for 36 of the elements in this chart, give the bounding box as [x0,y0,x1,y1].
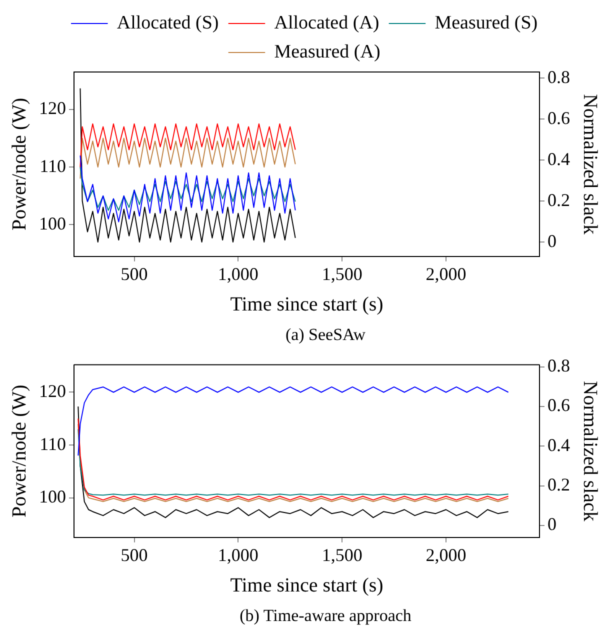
y-tick-label: 120 [39,98,66,118]
y2-tick-label: 0.8 [548,356,570,376]
y2-tick-label: 0.6 [548,108,570,128]
y2-axis-title: Normalized slack [578,94,601,234]
y2-tick-label: 0 [548,514,556,534]
y-tick-label: 100 [39,213,66,234]
x-axis-title: Time since start (s) [230,574,384,596]
y2-axis-title: Normalized slack [578,380,601,522]
y-axis-title: Power/node (W) [8,384,30,518]
legend-label: Measured (A) [274,41,380,62]
y-axis-title: Power/node (W) [8,98,30,231]
y-tick-label: 120 [39,380,66,401]
legend-label: Allocated (A) [274,12,380,34]
x-tick-label: 500 [120,544,148,565]
x-tick-label: 1,500 [322,264,362,284]
legend-label: Allocated (S) [116,12,219,34]
y2-tick-label: 0.2 [548,474,570,495]
text: (a) SeeSAw [284,325,367,345]
x-tick-label: 1,500 [322,544,362,565]
legend-label: Measured (S) [434,12,538,34]
x-tick-label: 1,000 [218,264,258,284]
y2-tick-label: 0.2 [548,190,570,210]
y-tick-label: 100 [39,486,66,507]
x-axis-title: Time since start (s) [230,293,384,316]
y2-tick-label: 0.4 [548,434,570,455]
x-tick-label: 500 [120,264,148,284]
y2-tick-label: 0.8 [548,66,570,87]
y-tick-label: 110 [40,156,66,176]
x-tick-label: 1,000 [218,544,258,565]
y2-tick-label: 0.4 [548,148,570,169]
x-tick-label: 2,000 [426,544,466,565]
y2-tick-label: 0 [548,230,556,251]
text: (b) Time-aware approach [238,606,412,626]
y2-tick-label: 0.6 [548,395,570,416]
y-tick-label: 110 [40,434,66,454]
x-tick-label: 2,000 [426,264,466,284]
